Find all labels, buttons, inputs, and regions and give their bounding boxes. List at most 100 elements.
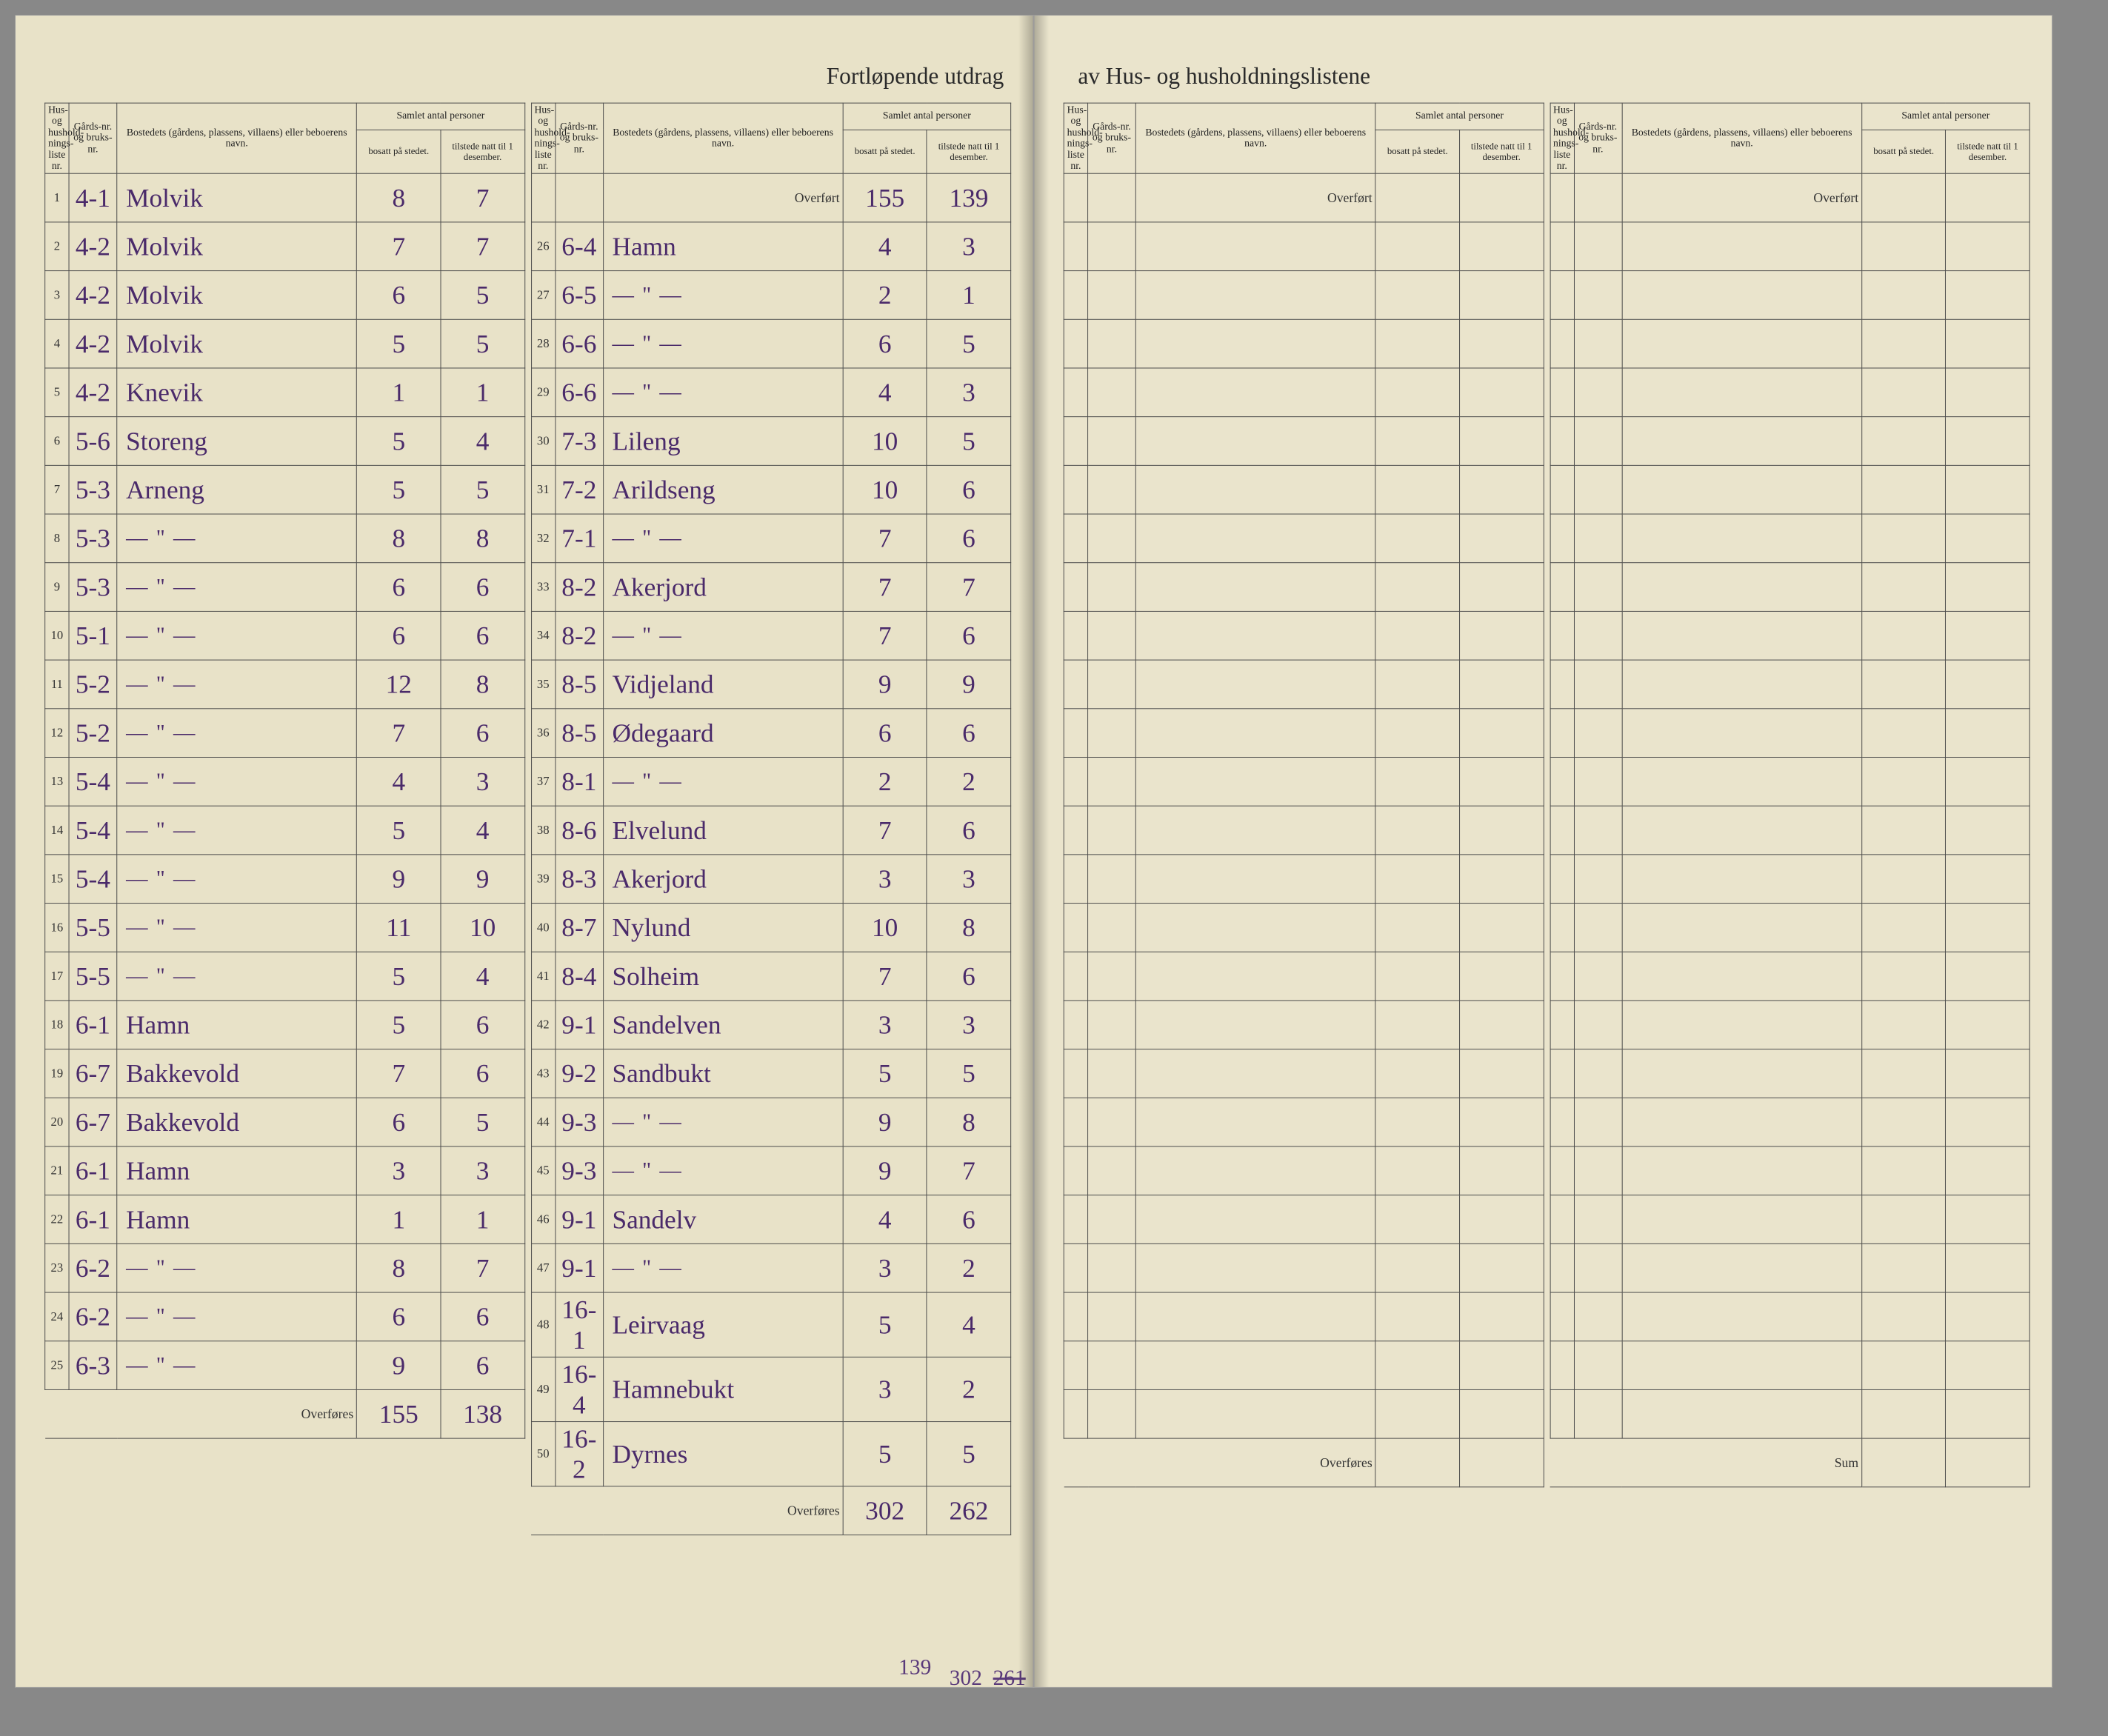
bosatt-count: 8 [357, 1244, 441, 1293]
bosatt-count [1862, 1244, 1946, 1293]
row-number: 86 [1550, 709, 1574, 758]
hdr-bosatt: bosatt på stedet. [1862, 130, 1946, 173]
gaard-bruks-nr: 9-1 [555, 1244, 603, 1293]
bosatt-count: 12 [357, 660, 441, 709]
bosted-name [1622, 563, 1862, 612]
tilstede-count [1946, 758, 2029, 807]
table-row: 449-3— " —98 [531, 1098, 1011, 1147]
bosatt-count [1862, 709, 1946, 758]
bosted-name [1135, 1244, 1375, 1293]
overfores-label: Overføres [531, 1486, 843, 1535]
bosatt-count [1862, 952, 1946, 1001]
overfort-label: Overført [1622, 174, 1862, 223]
gaard-bruks-nr: 5-6 [69, 417, 117, 466]
tilstede-count: 6 [927, 612, 1010, 661]
table-row: 276-5— " —21 [531, 271, 1011, 320]
bosted-name: — " — [603, 1146, 843, 1195]
overfort-label: Overført [603, 174, 843, 223]
table-row: 70 [1064, 1146, 1544, 1195]
table-row: 14-1Molvik87 [45, 174, 525, 223]
bosted-name: Sandelv [603, 1195, 843, 1244]
table-row: 65-6Storeng54 [45, 417, 525, 466]
tilstede-count: 5 [927, 320, 1010, 369]
table-header: Hus- og hushold-nings-liste nr. Gårds-nr… [1550, 103, 2030, 173]
bosted-name [1135, 222, 1375, 271]
bosatt-count: 6 [357, 612, 441, 661]
tilstede-count [1459, 1390, 1543, 1439]
gaard-bruks-nr [1574, 222, 1622, 271]
tilstede-count [1459, 514, 1543, 563]
gaard-bruks-nr [1574, 855, 1622, 904]
bosatt-count: 3 [843, 1244, 927, 1293]
tilstede-count [1946, 563, 2029, 612]
row-number: 26 [531, 222, 555, 271]
bosatt-count [1862, 222, 1946, 271]
bosted-name [1135, 368, 1375, 417]
row-number: 85 [1550, 660, 1574, 709]
bosted-name [1135, 1195, 1375, 1244]
bosatt-count [1862, 417, 1946, 466]
row-number: 10 [45, 612, 69, 661]
tilstede-count: 5 [441, 466, 524, 515]
bosted-name: Hamnebukt [603, 1358, 843, 1422]
table-row: 54-2Knevik11 [45, 368, 525, 417]
title-right: av Hus- og husholdningslistene [1078, 63, 1370, 90]
row-number: 98 [1550, 1292, 1574, 1341]
row-number: 59 [1064, 612, 1087, 661]
hdr-bostedet: Bostedets (gårdens, plassens, villaens) … [1135, 103, 1375, 173]
row-number: 2 [45, 222, 69, 271]
table-row: 93 [1550, 1049, 2030, 1098]
bosatt-count [1862, 1341, 1946, 1390]
tilstede-count: 5 [441, 1098, 524, 1147]
table-left-a: Hus- og hushold-nings-liste nr. Gårds-nr… [44, 103, 525, 1439]
row-number: 67 [1064, 1001, 1087, 1049]
row-number: 20 [45, 1098, 69, 1147]
bosted-name [1135, 1049, 1375, 1098]
row-number: 19 [45, 1049, 69, 1098]
table-row: 69 [1064, 1098, 1544, 1147]
gaard-bruks-nr: 8-4 [555, 952, 603, 1001]
table-row: 82 [1550, 514, 2030, 563]
overfort-row: Overført [1064, 174, 1544, 223]
row-number: 62 [1064, 758, 1087, 807]
overfort-row: Overført 155 139 [531, 174, 1011, 223]
bosatt-count: 5 [357, 417, 441, 466]
row-number: 31 [531, 466, 555, 515]
bosted-name [1622, 660, 1862, 709]
gaard-bruks-nr [1574, 709, 1622, 758]
bosted-name: Akerjord [603, 855, 843, 904]
bosatt-count [1862, 758, 1946, 807]
gaard-bruks-nr [1088, 320, 1136, 369]
row-number: 56 [1064, 466, 1087, 515]
bosted-name: Knevik [117, 368, 357, 417]
gaard-bruks-nr: 7-3 [555, 417, 603, 466]
table-row: 94 [1550, 1098, 2030, 1147]
gaard-bruks-nr: 6-3 [69, 1341, 117, 1390]
tilstede-count: 7 [441, 222, 524, 271]
gaard-bruks-nr [1574, 1146, 1622, 1195]
bosted-name: Solheim [603, 952, 843, 1001]
row-number: 49 [531, 1358, 555, 1422]
row-number: 70 [1064, 1146, 1087, 1195]
table-row: 418-4Solheim76 [531, 952, 1011, 1001]
gaard-bruks-nr [1088, 1146, 1136, 1195]
table-row: 74 [1064, 1341, 1544, 1390]
bosatt-count: 5 [357, 952, 441, 1001]
footer-tilstede: 138 [441, 1390, 524, 1439]
table-row: 79 [1550, 368, 2030, 417]
bosted-name: — " — [117, 1244, 357, 1293]
row-number: 82 [1550, 514, 1574, 563]
gaard-bruks-nr: 7-1 [555, 514, 603, 563]
row-number: 33 [531, 563, 555, 612]
row-number: 76 [1550, 222, 1574, 271]
tilstede-count [1459, 1098, 1543, 1147]
gaard-bruks-nr [1088, 1001, 1136, 1049]
footer-row: Overføres [1064, 1438, 1544, 1487]
gaard-bruks-nr: 6-6 [555, 368, 603, 417]
tilstede-count: 5 [441, 271, 524, 320]
gaard-bruks-nr [1088, 1292, 1136, 1341]
gaard-bruks-nr [1088, 514, 1136, 563]
tilstede-count [1946, 368, 2029, 417]
bosted-name: Hamn [603, 222, 843, 271]
table-row: 66 [1064, 952, 1544, 1001]
